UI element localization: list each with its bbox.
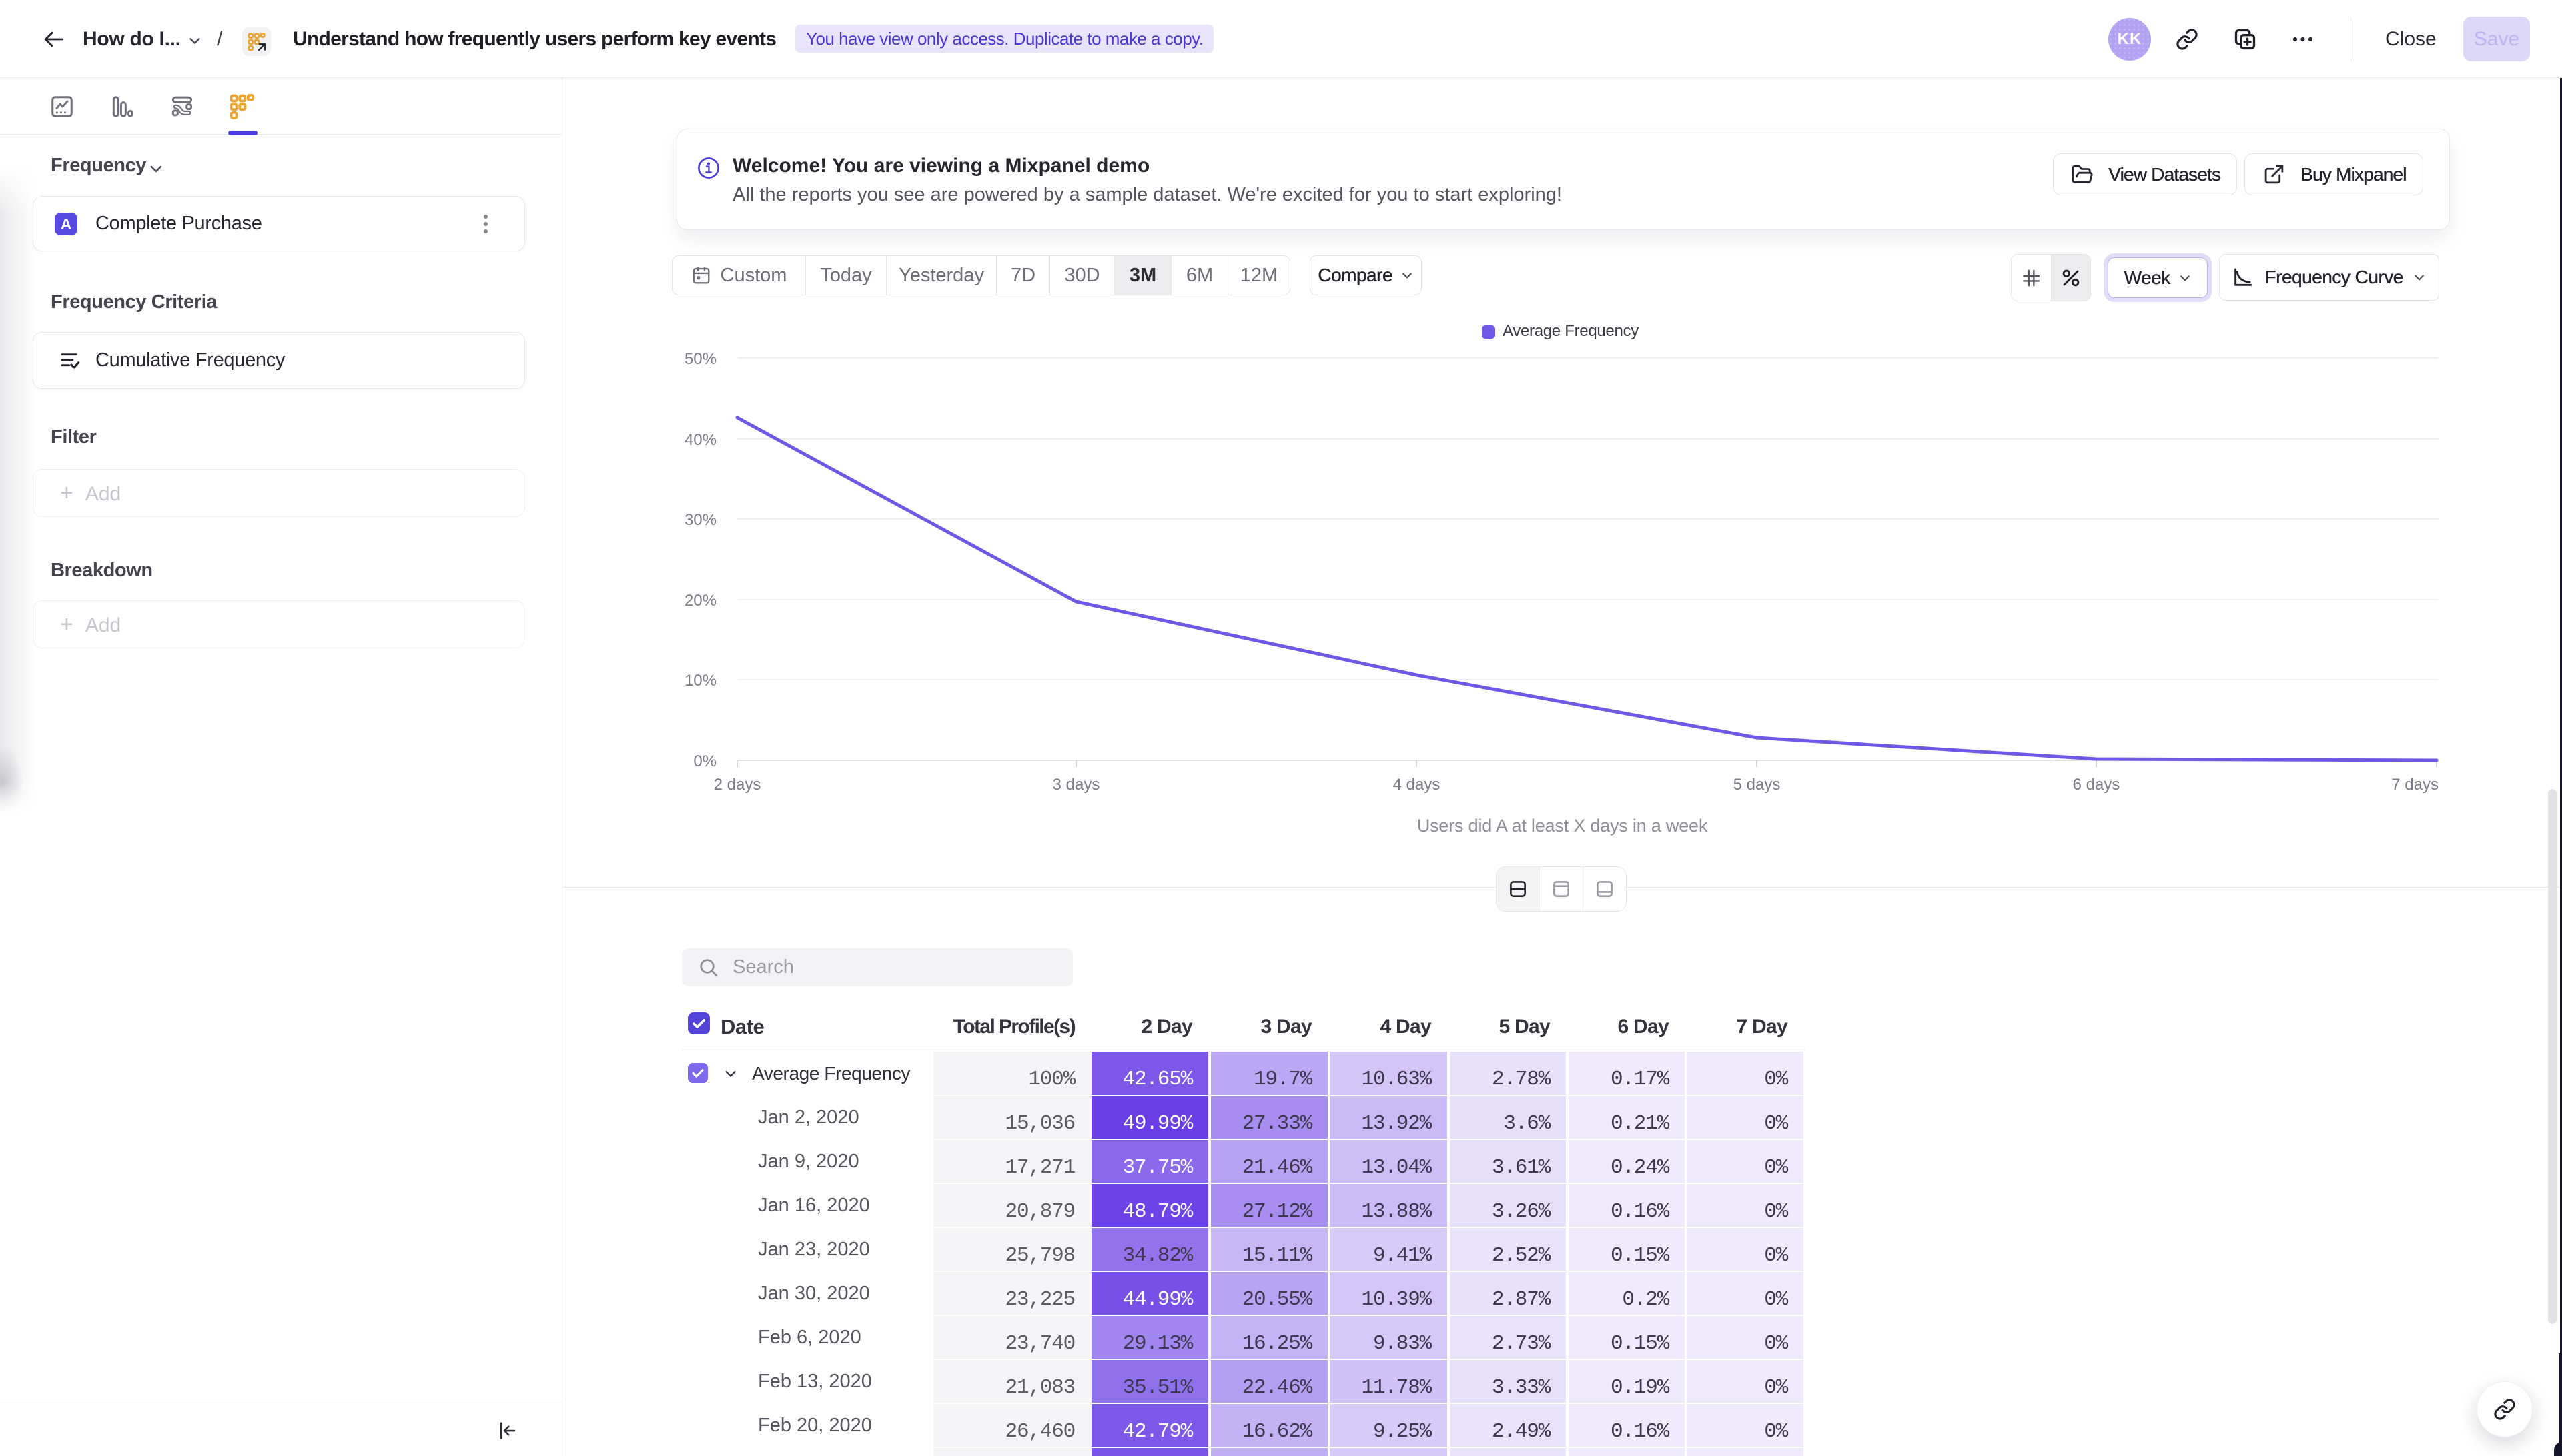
- svg-text:0%: 0%: [693, 752, 717, 770]
- svg-text:5 days: 5 days: [1733, 776, 1781, 794]
- svg-text:6 days: 6 days: [2073, 776, 2120, 794]
- svg-text:20%: 20%: [685, 592, 717, 610]
- svg-text:4 days: 4 days: [1393, 776, 1440, 794]
- svg-text:3 days: 3 days: [1053, 776, 1100, 794]
- svg-text:2 days: 2 days: [714, 776, 761, 794]
- svg-text:40%: 40%: [685, 431, 717, 449]
- svg-text:50%: 50%: [685, 350, 717, 368]
- svg-text:Average Frequency: Average Frequency: [1503, 322, 1639, 340]
- svg-text:7 days: 7 days: [2391, 776, 2439, 794]
- svg-text:10%: 10%: [685, 672, 717, 690]
- svg-text:30%: 30%: [685, 511, 717, 529]
